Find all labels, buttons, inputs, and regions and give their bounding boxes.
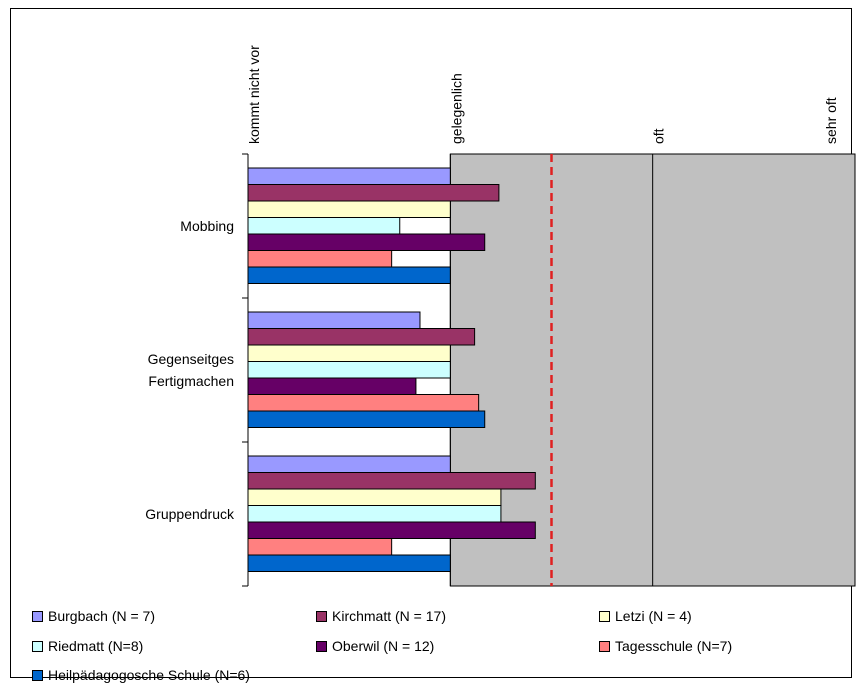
legend-item: Tagesschule (N=7) bbox=[599, 638, 732, 654]
legend-swatch bbox=[32, 610, 43, 622]
legend-swatch bbox=[32, 669, 43, 681]
legend-label: Burgbach (N = 7) bbox=[48, 608, 155, 624]
legend-item: Burgbach (N = 7) bbox=[32, 608, 155, 624]
legend-label: Kirchmatt (N = 17) bbox=[332, 608, 446, 624]
category-label-2: Gruppendruck bbox=[145, 506, 235, 522]
legend-swatch bbox=[32, 640, 43, 652]
bar-2-6 bbox=[247, 554, 451, 572]
bar-0-5 bbox=[247, 250, 393, 268]
legend-swatch bbox=[316, 640, 327, 652]
legend-label: Heilpädagogosche Schule (N=6) bbox=[48, 667, 250, 683]
bar-1-2 bbox=[247, 344, 451, 362]
bar-1-3 bbox=[247, 361, 451, 379]
bar-0-2 bbox=[247, 200, 451, 218]
legend-item: Oberwil (N = 12) bbox=[316, 638, 434, 654]
bar-1-6 bbox=[247, 410, 486, 428]
legend-label: Letzi (N = 4) bbox=[615, 608, 692, 624]
bar-1-1 bbox=[247, 328, 476, 346]
legend-swatch bbox=[599, 640, 610, 652]
category-label-0: Mobbing bbox=[180, 218, 234, 234]
bar-2-3 bbox=[247, 505, 502, 523]
legend-item: Heilpädagogosche Schule (N=6) bbox=[32, 667, 250, 683]
legend-swatch bbox=[599, 610, 610, 622]
bar-0-6 bbox=[247, 266, 451, 284]
bar-2-5 bbox=[247, 538, 393, 556]
legend-label: Tagesschule (N=7) bbox=[615, 638, 733, 654]
legend-swatch bbox=[316, 610, 327, 622]
bar-1-4 bbox=[247, 377, 417, 395]
x-tick-label-2: oft bbox=[651, 128, 667, 144]
bar-1-5 bbox=[247, 394, 480, 412]
bar-2-2 bbox=[247, 488, 502, 506]
legend-item: Kirchmatt (N = 17) bbox=[316, 608, 446, 624]
bar-0-0 bbox=[247, 167, 451, 185]
bar-0-1 bbox=[247, 184, 500, 202]
bar-0-3 bbox=[247, 217, 401, 235]
category-label-1: Gegenseitges Fertigmachen bbox=[148, 351, 234, 389]
x-tick-label-0: kommt nicht vor bbox=[246, 45, 262, 144]
bar-2-0 bbox=[247, 455, 451, 473]
x-tick-label-1: gelegenlich bbox=[448, 73, 464, 144]
bar-2-4 bbox=[247, 521, 536, 539]
bar-0-4 bbox=[247, 233, 486, 251]
legend-item: Letzi (N = 4) bbox=[599, 608, 692, 624]
legend-label: Oberwil (N = 12) bbox=[332, 638, 435, 654]
bar-2-1 bbox=[247, 472, 536, 490]
bar-1-0 bbox=[247, 311, 421, 329]
legend-item: Riedmatt (N=8) bbox=[32, 638, 143, 654]
legend-label: Riedmatt (N=8) bbox=[48, 638, 144, 654]
x-tick-label-3: sehr oft bbox=[823, 97, 839, 144]
